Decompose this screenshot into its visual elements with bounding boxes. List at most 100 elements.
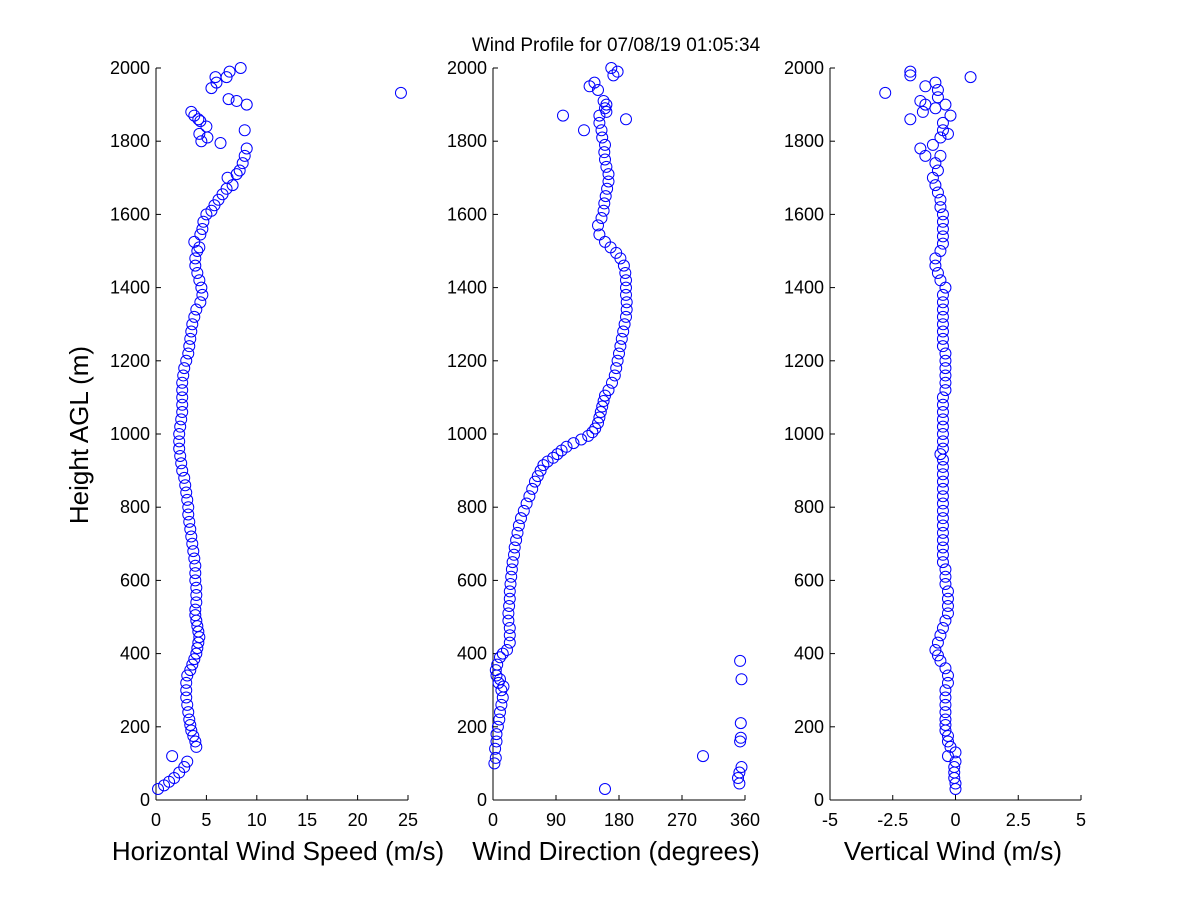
data-point [931, 266, 944, 279]
data-point [205, 204, 218, 217]
y-tick-label: 0 [814, 790, 824, 810]
data-point [734, 717, 747, 730]
data-point [193, 127, 206, 140]
data-point [620, 288, 632, 301]
y-tick-label: 200 [457, 717, 487, 737]
data-point [939, 362, 952, 375]
x-tick-label: 20 [348, 810, 368, 830]
data-point [184, 664, 197, 677]
y-tick-label: 800 [794, 497, 824, 517]
data-point [234, 62, 247, 74]
data-point [592, 219, 604, 232]
data-point [176, 384, 189, 397]
data-point [941, 600, 954, 613]
data-point [501, 643, 513, 656]
data-point [734, 735, 747, 748]
data-point [936, 398, 949, 411]
data-point [489, 742, 502, 755]
data-point [936, 435, 949, 448]
y-tick-label: 600 [794, 570, 824, 590]
y-tick-label: 1800 [447, 131, 487, 151]
data-point [735, 761, 748, 774]
y-tick-label: 200 [120, 717, 150, 737]
data-point [936, 534, 949, 547]
data-point [491, 658, 504, 671]
data-point [181, 493, 194, 506]
data-point [177, 369, 190, 382]
data-point [939, 563, 952, 576]
data-point [936, 490, 949, 503]
data-point [180, 676, 193, 689]
data-point [597, 395, 610, 408]
data-point [964, 71, 977, 84]
data-point [936, 541, 949, 554]
data-point [601, 182, 614, 195]
data-point [936, 296, 949, 309]
data-point [173, 428, 186, 440]
data-point [210, 76, 223, 89]
data-point [182, 501, 195, 514]
data-point [599, 153, 611, 166]
data-point [941, 585, 954, 598]
data-point [230, 168, 243, 181]
data-point [187, 545, 200, 558]
data-point [166, 750, 179, 763]
data-point [607, 69, 620, 82]
data-point [186, 658, 199, 671]
data-point [936, 391, 949, 404]
data-point [936, 497, 949, 510]
data-point [520, 497, 533, 510]
data-point [934, 245, 947, 257]
data-point [939, 698, 952, 711]
data-point [488, 757, 501, 770]
data-point [939, 684, 952, 697]
data-point [939, 570, 952, 583]
data-point [194, 115, 207, 128]
y-tick-label: 800 [457, 497, 487, 517]
data-point [188, 552, 201, 565]
data-point [600, 105, 613, 118]
data-point [489, 751, 502, 764]
data-point [190, 581, 203, 594]
y-tick-label: 600 [120, 570, 150, 590]
data-point [503, 621, 516, 634]
data-point [936, 332, 949, 345]
x-tick-label: 25 [398, 810, 418, 830]
data-point [582, 429, 595, 442]
data-point [936, 303, 949, 316]
x-axis-label-speed: Horizontal Wind Speed (m/s) [112, 836, 444, 866]
x-tick-label: 10 [247, 810, 267, 830]
data-point [394, 86, 407, 99]
vertical-wind-panel: 0 200 400 600 800 1000 1200 1400 1600 1800 2000 -5 -… [784, 58, 1086, 830]
data-point [934, 131, 947, 144]
data-point [936, 428, 949, 440]
data-point [189, 735, 202, 748]
data-point [178, 471, 191, 484]
data-point [182, 706, 195, 719]
y-tick-label: 800 [120, 497, 150, 517]
data-point [936, 318, 949, 331]
data-point [490, 728, 503, 741]
data-point [560, 440, 573, 453]
data-point [934, 448, 947, 461]
data-point [592, 83, 604, 96]
data-point [615, 332, 628, 345]
data-point [941, 607, 954, 620]
data-point [173, 442, 186, 455]
data-point [238, 149, 251, 162]
y-tick-label: 1000 [110, 424, 150, 444]
data-point [185, 105, 198, 118]
data-point [189, 259, 202, 272]
data-point [936, 482, 949, 495]
data-point [939, 706, 952, 719]
data-point [916, 105, 929, 118]
y-tick-label: 1400 [784, 278, 824, 298]
data-point [595, 212, 608, 225]
data-point [506, 556, 519, 569]
data-point [936, 460, 949, 473]
data-point [189, 603, 202, 616]
data-point [192, 113, 205, 126]
data-point [505, 563, 518, 576]
data-point [209, 71, 222, 84]
data-point [583, 80, 596, 93]
